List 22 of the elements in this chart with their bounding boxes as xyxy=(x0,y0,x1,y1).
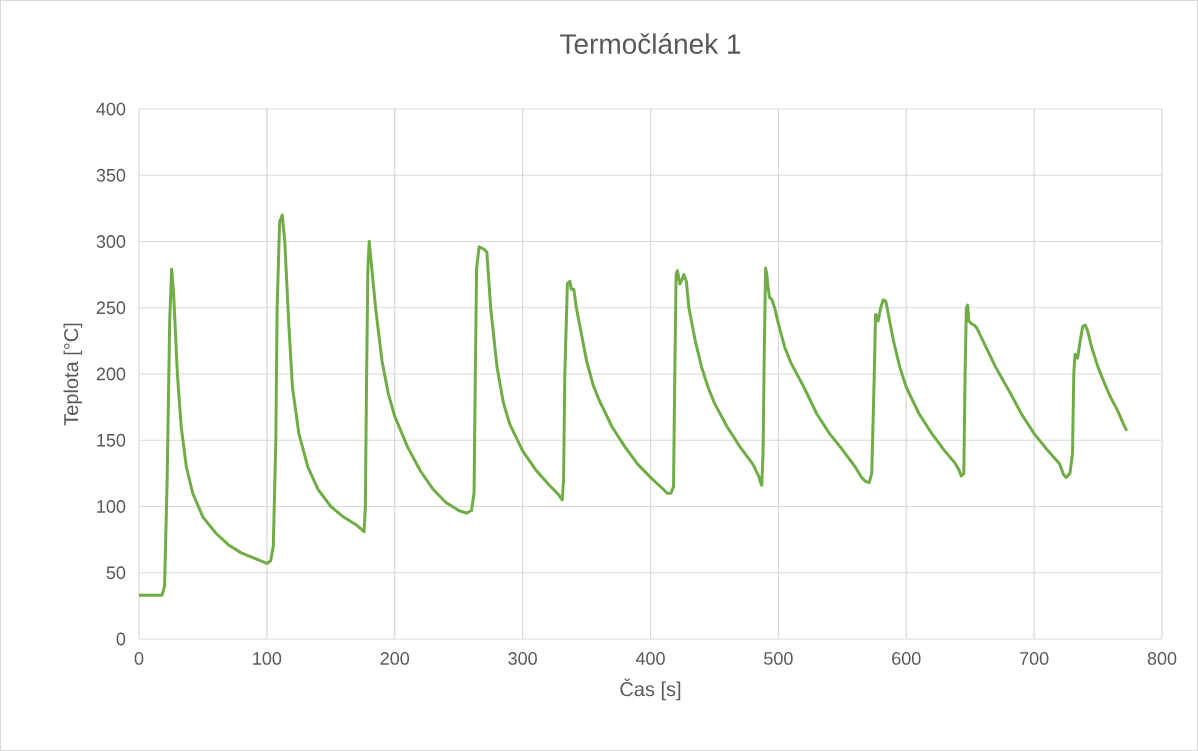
x-axis-title: Čas [s] xyxy=(620,678,681,701)
y-axis-title: Teplota [°C] xyxy=(63,323,83,426)
x-tick-label: 0 xyxy=(134,652,144,665)
y-tick-label: 300 xyxy=(96,235,126,248)
x-tick-label: 300 xyxy=(508,652,537,665)
line-series xyxy=(139,213,1128,597)
y-tick-label: 0 xyxy=(116,632,126,646)
y-tick-label: 150 xyxy=(97,433,126,447)
x-tick-label: 200 xyxy=(380,652,410,665)
x-tick-label: 800 xyxy=(1147,652,1177,665)
x-tick-label: 700 xyxy=(1020,652,1049,665)
y-tick-label: 250 xyxy=(96,301,126,315)
y-tick-label: 200 xyxy=(96,367,126,381)
x-tick-label: 100 xyxy=(253,652,282,665)
x-tick-label: 600 xyxy=(892,652,921,665)
x-tick-label: 500 xyxy=(764,652,793,665)
x-tick-label: 400 xyxy=(635,652,665,665)
y-tick-label: 350 xyxy=(96,168,126,182)
y-tick-label: 50 xyxy=(106,566,126,580)
y-tick-label: 100 xyxy=(97,500,126,513)
y-tick-label: 400 xyxy=(96,102,126,116)
chart-title: Termočlánek 1 xyxy=(560,33,741,54)
